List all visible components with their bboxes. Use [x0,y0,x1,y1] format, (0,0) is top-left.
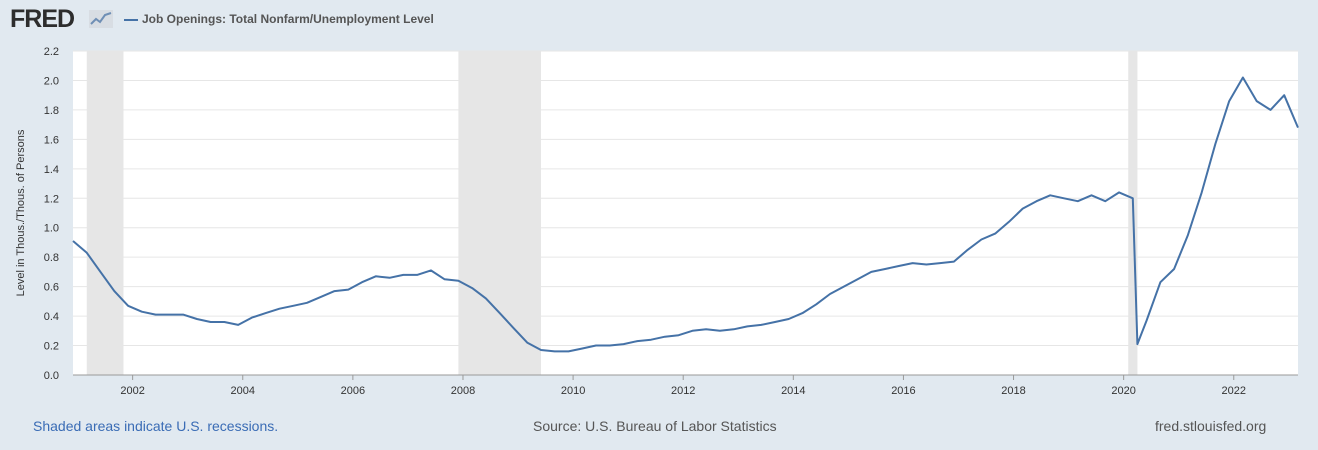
series-line [72,76,1299,353]
x-tick-label: 2010 [561,385,585,397]
x-tick-label: 2020 [1111,385,1135,397]
y-tick-label: 0.6 [44,282,59,294]
y-tick-label: 0.4 [44,311,59,323]
x-tick-label: 2012 [671,385,695,397]
y-tick-label: 1.4 [44,164,59,176]
y-tick-label: 0.2 [44,341,59,353]
legend-swatch [124,19,138,21]
y-tick-label: 0.8 [44,252,59,264]
y-tick-label: 1.6 [44,134,59,146]
x-tick-label: 2016 [891,385,915,397]
series-layer [72,76,1299,353]
y-tick-label: 1.2 [44,193,59,205]
x-tick-label: 2008 [451,385,475,397]
source-note: Source: U.S. Bureau of Labor Statistics [533,418,777,434]
grid-lines [73,50,1298,376]
chart-line-icon [89,10,113,28]
y-tick-label: 1.0 [44,223,59,235]
legend-label[interactable]: Job Openings: Total Nonfarm/Unemployment… [142,12,434,26]
y-tick-label: 2.0 [44,75,59,87]
x-tick-label: 2014 [781,385,805,397]
recession-band [458,51,541,375]
recession-note-link[interactable]: Shaded areas indicate U.S. recessions. [33,418,279,434]
y-tick-label: 1.8 [44,105,59,117]
chart-header: FRED Job Openings: Total Nonfarm/Unemplo… [0,0,1318,40]
y-axis-ticks: 0.0 0.2 0.4 0.6 0.8 1.0 1.2 1.4 1.6 1.8 2.0 2.2 [44,46,59,382]
y-tick-label: 2.2 [44,46,59,58]
x-tick-label: 2018 [1001,385,1025,397]
recession-band [86,51,124,375]
x-tick-label: 2002 [120,385,144,397]
y-tick-label: 0.0 [44,370,59,382]
x-axis-ticks: 2002 2004 2006 2008 2010 2012 2014 2016 2018 2020… [73,374,1298,397]
fred-logo[interactable]: FRED [10,5,75,33]
x-tick-label: 2006 [341,385,365,397]
line-chart: 0.0 0.2 0.4 0.6 0.8 1.0 1.2 1.4 1.6 1.8 2.0 2.2 200… [15,46,1299,397]
y-axis-label: Level in Thous./Thous. of Persons [15,129,27,296]
x-tick-label: 2022 [1222,385,1246,397]
plot-area [73,51,1298,375]
x-tick-label: 2004 [231,385,255,397]
site-link[interactable]: fred.stlouisfed.org [1155,418,1267,434]
